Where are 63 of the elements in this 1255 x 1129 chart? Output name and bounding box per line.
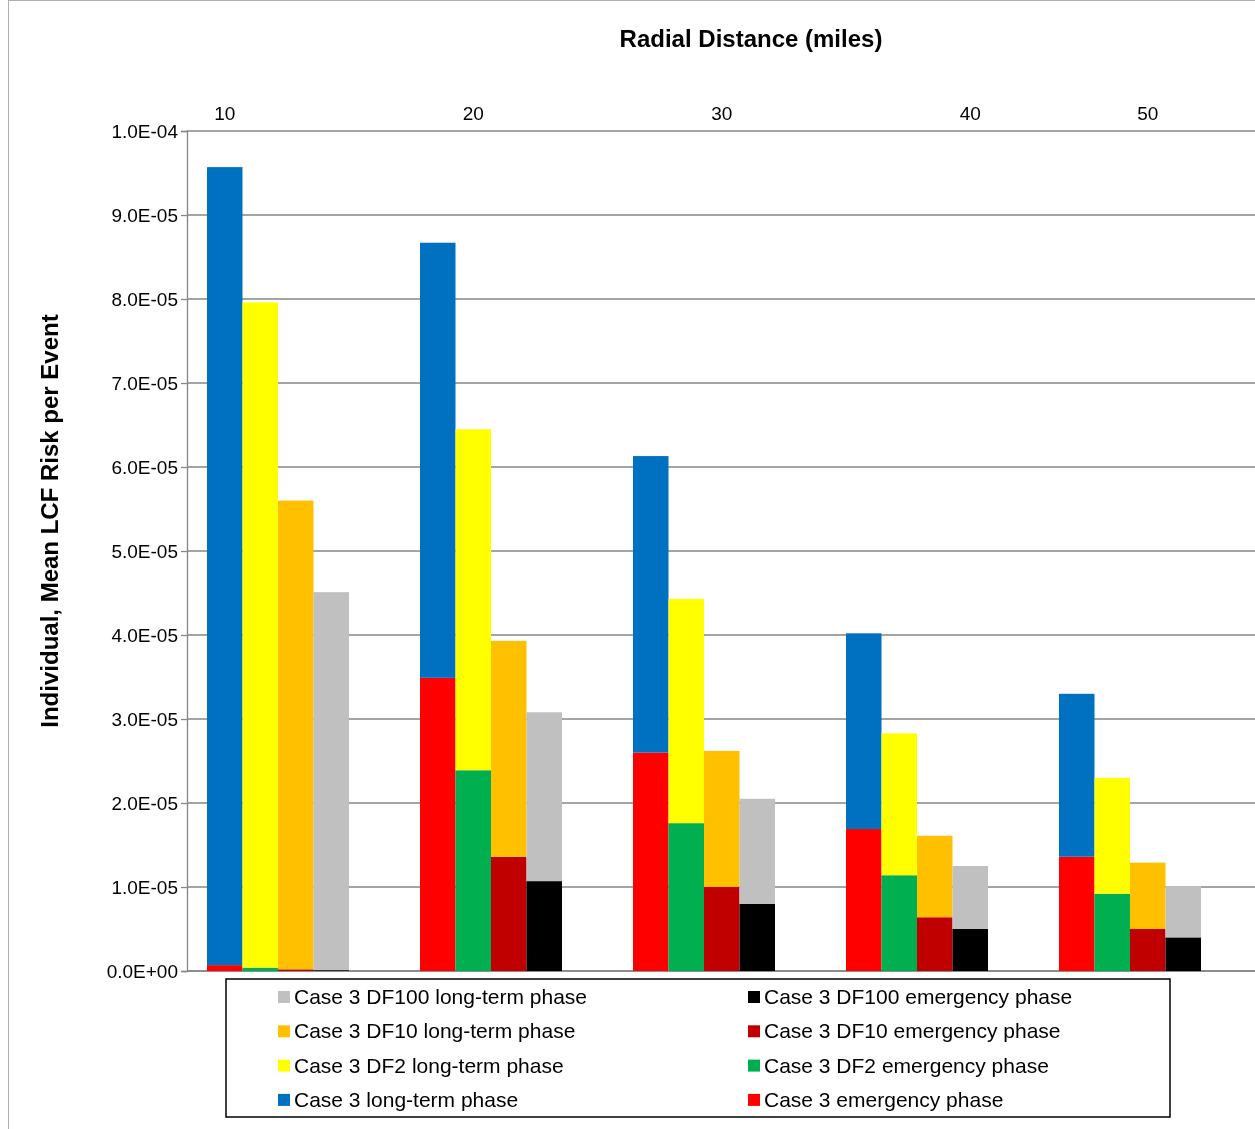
y-tick-label: 5.0E-05	[111, 540, 178, 562]
bar	[952, 866, 988, 929]
bar	[704, 887, 740, 971]
x-tick-label: 50	[1137, 103, 1159, 124]
y-tick-label: 0.0E+00	[106, 960, 178, 982]
bar	[881, 875, 917, 971]
bar	[739, 798, 775, 904]
bar	[846, 829, 882, 971]
bar	[952, 929, 988, 971]
bar	[242, 302, 278, 968]
x-tick-label: 10	[214, 103, 236, 124]
y-axis-title: Individual, Mean LCF Risk per Event	[36, 314, 63, 728]
legend-label: Case 3 DF2 emergency phase	[764, 1053, 1049, 1077]
bar	[455, 429, 491, 771]
bar	[739, 903, 775, 971]
bar	[1094, 777, 1130, 894]
bar	[704, 750, 740, 887]
y-tick-label: 2.0E-05	[111, 792, 178, 814]
x-tick-label: 20	[462, 103, 484, 124]
bar	[455, 770, 491, 971]
legend-label: Case 3 long-term phase	[294, 1087, 519, 1111]
bar	[1165, 937, 1201, 971]
bar	[207, 965, 243, 971]
y-tick-label: 4.0E-05	[111, 624, 178, 646]
x-axis-title: Radial Distance (miles)	[619, 25, 883, 52]
bar	[917, 917, 953, 971]
bar	[917, 835, 953, 918]
y-tick-label: 8.0E-05	[111, 288, 178, 310]
bar	[1130, 929, 1166, 971]
bar	[668, 823, 704, 971]
bar	[633, 752, 669, 971]
bar	[846, 633, 882, 830]
y-tick-label: 6.0E-05	[111, 456, 178, 478]
bar	[278, 500, 314, 970]
legend-label: Case 3 DF10 emergency phase	[764, 1019, 1061, 1043]
y-tick-label: 1.0E-04	[111, 120, 179, 142]
bar	[668, 598, 704, 824]
legend-label: Case 3 DF10 long-term phase	[294, 1019, 576, 1043]
bar	[420, 677, 456, 971]
bar	[491, 640, 527, 857]
bar	[1165, 886, 1201, 938]
legend-label: Case 3 emergency phase	[764, 1087, 1004, 1111]
y-tick-label: 3.0E-05	[111, 708, 178, 730]
bar	[420, 242, 456, 678]
y-tick-label: 9.0E-05	[111, 204, 178, 226]
y-tick-label: 7.0E-05	[111, 372, 178, 394]
legend-label: Case 3 DF2 long-term phase	[294, 1053, 564, 1077]
bar	[881, 733, 917, 876]
bar	[526, 881, 562, 971]
legend-label: Case 3 DF100 emergency phase	[764, 985, 1073, 1008]
x-tick-label: 30	[711, 103, 733, 124]
y-tick-label: 1.0E-05	[111, 876, 178, 898]
bar	[207, 167, 243, 966]
x-tick-label: 40	[959, 103, 981, 124]
legend-label: Case 3 DF100 long-term phase	[294, 985, 587, 1008]
bar	[1094, 893, 1130, 971]
bar	[1059, 693, 1095, 857]
bar	[1059, 856, 1095, 971]
bar	[1130, 862, 1166, 929]
bar	[313, 592, 349, 971]
bar	[633, 456, 669, 753]
bar	[491, 856, 527, 971]
bar	[526, 712, 562, 882]
